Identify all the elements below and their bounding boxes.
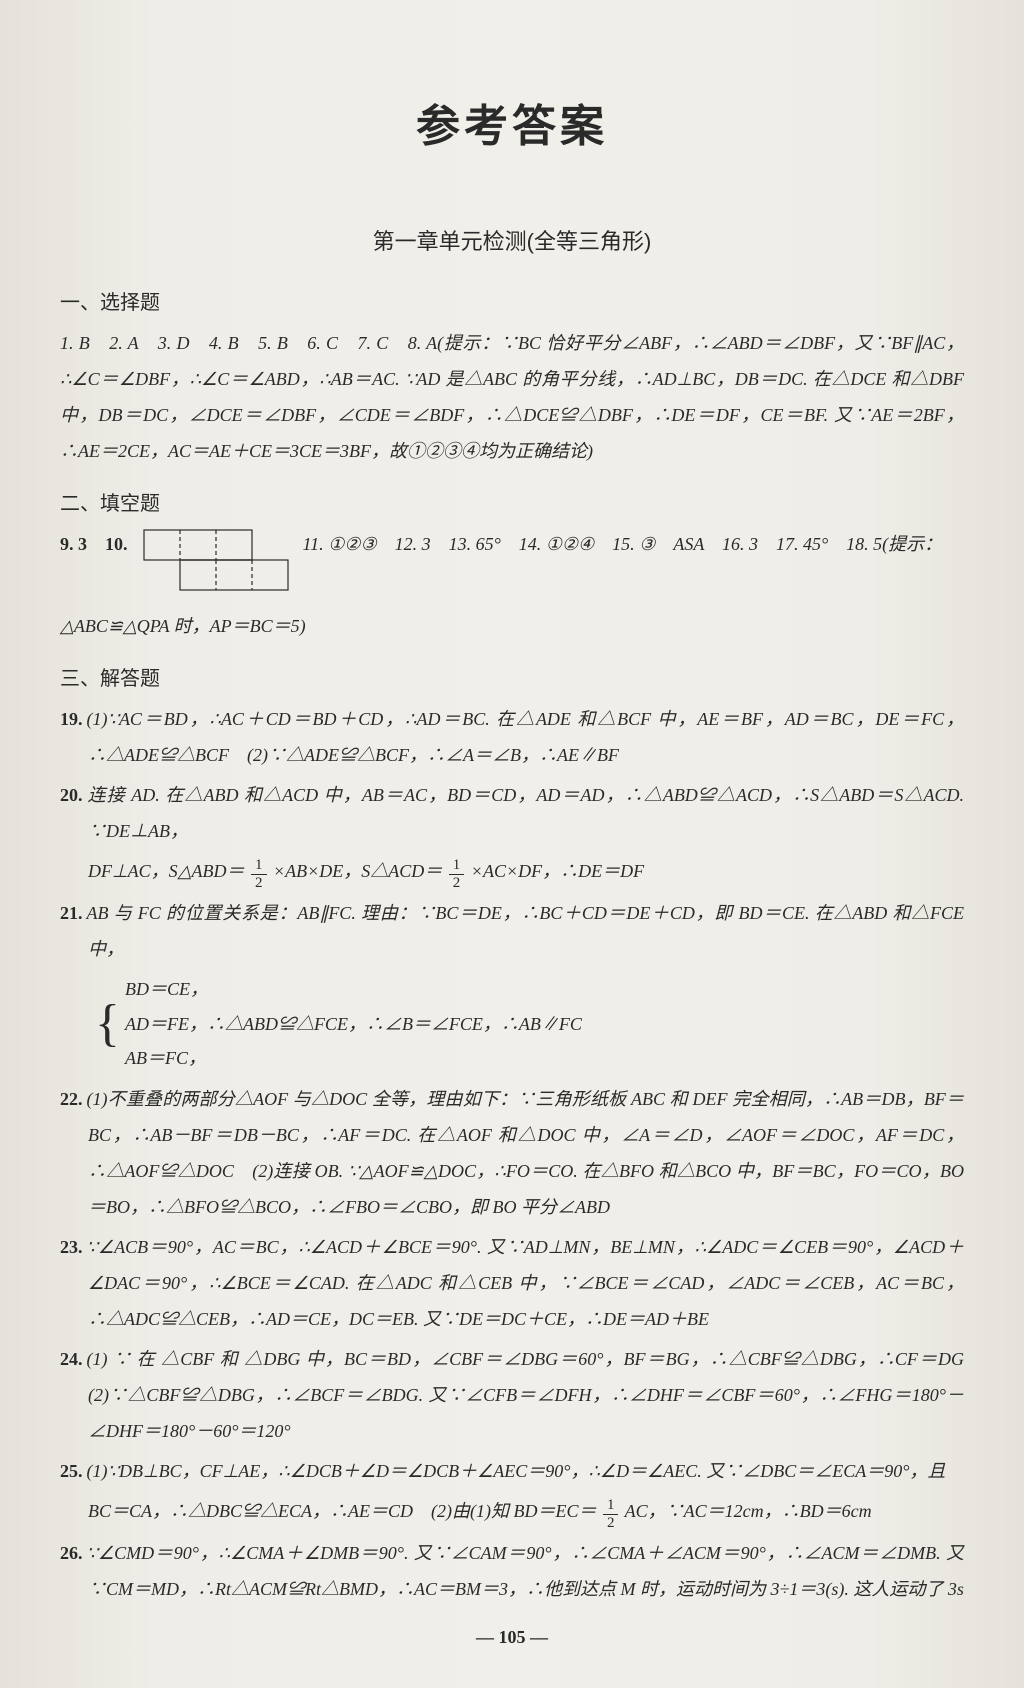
page: 参考答案 第一章单元检测(全等三角形) 一、选择题 1. B 2. A 3. D… [0,0,1024,1688]
q21-line1: 21.AB 与 FC 的位置关系是：AB∥FC. 理由：∵BC＝DE，∴BC＋C… [60,895,964,967]
main-title: 参考答案 [60,90,964,154]
q22: 22.(1)不重叠的两部分△AOF 与△DOC 全等，理由如下：∵三角形纸板 A… [60,1081,964,1225]
q19-text: (1)∵AC＝BD，∴AC＋CD＝BD＋CD，∴AD＝BC. 在△ADE 和△B… [87,709,965,765]
brace-line-3: AB＝FC， [124,1042,583,1075]
q20-line2: DF⊥AC，S△ABD＝ 12 ×AB×DE，S△ACD＝ 12 ×AC×DF，… [60,853,964,891]
answers-9-to-18: 9. 3 10. 11. ①②③ 12. 3 13. 65° 14. ①②④ 1… [60,526,964,604]
q23-text: ∵∠ACB＝90°，AC＝BC，∴∠ACD＋∠BCE＝90°. 又∵AD⊥MN，… [87,1237,965,1329]
q26: 26.∵∠CMD＝90°，∴∠CMA＋∠DMB＝90°. 又∵∠CAM＝90°，… [60,1535,964,1607]
q25b-post: AC，∵AC＝12cm，∴BD＝6cm [625,1501,872,1521]
q20b-mid2: ×AC×DF，∴DE＝DF [471,861,644,881]
q25-line1: 25.(1)∵DB⊥BC，CF⊥AE，∴∠DCB＋∠D＝∠DCB＋∠AEC＝90… [60,1453,964,1489]
q11-to-q18: 11. ①②③ 12. 3 13. 65° 14. ①②④ 15. ③ ASA … [303,534,943,554]
answers-1-to-8: 1. B 2. A 3. D 4. B 5. B 6. C 7. C 8. A(… [60,325,964,469]
q19: 19.(1)∵AC＝BD，∴AC＋CD＝BD＋CD，∴AD＝BC. 在△ADE … [60,701,964,773]
fraction-half-1: 12 [251,858,267,891]
q22-text: (1)不重叠的两部分△AOF 与△DOC 全等，理由如下：∵三角形纸板 ABC … [87,1089,965,1217]
q23: 23.∵∠ACB＝90°，AC＝BC，∴∠ACD＋∠BCE＝90°. 又∵AD⊥… [60,1229,964,1337]
q25-line2: BC＝CA，∴△DBC≌△ECA，∴AE＝CD (2)由(1)知 BD＝EC＝ … [60,1493,964,1531]
brace-line-2: AD＝FE，∴△ABD≌△FCE，∴∠B＝∠FCE，∴AB∥FC [124,1008,583,1041]
q26-text: ∵∠CMD＝90°，∴∠CMA＋∠DMB＝90°. 又∵∠CAM＝90°，∴∠C… [87,1543,965,1599]
q20a-text: 连接 AD. 在△ABD 和△ACD 中，AB＝AC，BD＝CD，AD＝AD，∴… [87,785,965,841]
q9-q10-label: 9. 3 10. [60,534,128,554]
section-1-heading: 一、选择题 [60,286,964,315]
q25a-text: (1)∵DB⊥BC，CF⊥AE，∴∠DCB＋∠D＝∠DCB＋∠AEC＝90°，∴… [87,1461,946,1481]
left-brace-icon: { [94,973,122,1075]
q18-tail: △ABC≌△QPA 时，AP＝BC＝5) [60,608,964,644]
q21-brace-block: { BD＝CE， AD＝FE，∴△ABD≌△FCE，∴∠B＝∠FCE，∴AB∥F… [60,971,964,1077]
q20b-mid1: ×AB×DE，S△ACD＝ [273,861,442,881]
page-number: — 105 — [60,1627,964,1648]
chapter-subtitle: 第一章单元检测(全等三角形) [60,224,964,256]
brace-line-1: BD＝CE， [124,973,583,1006]
fraction-half-3: 12 [603,1498,619,1531]
q24-text: (1) ∵ 在 △CBF 和 △DBG 中，BC＝BD，∠CBF＝∠DBG＝60… [87,1349,983,1441]
section-2-heading: 二、填空题 [60,487,964,516]
q25b-pre: BC＝CA，∴△DBC≌△ECA，∴AE＝CD (2)由(1)知 BD＝EC＝ [88,1501,596,1521]
brace-system: { BD＝CE， AD＝FE，∴△ABD≌△FCE，∴∠B＝∠FCE，∴AB∥F… [92,971,585,1077]
fraction-half-2: 12 [449,858,465,891]
q20-line1: 20.连接 AD. 在△ABD 和△ACD 中，AB＝AC，BD＝CD，AD＝A… [60,777,964,849]
section-3-heading: 三、解答题 [60,662,964,691]
q20b-pre: DF⊥AC，S△ABD＝ [88,861,245,881]
q24: 24.(1) ∵ 在 △CBF 和 △DBG 中，BC＝BD，∠CBF＝∠DBG… [60,1341,964,1449]
q10-grid-diagram [142,528,292,604]
q21a-text: AB 与 FC 的位置关系是：AB∥FC. 理由：∵BC＝DE，∴BC＋CD＝D… [87,903,965,959]
